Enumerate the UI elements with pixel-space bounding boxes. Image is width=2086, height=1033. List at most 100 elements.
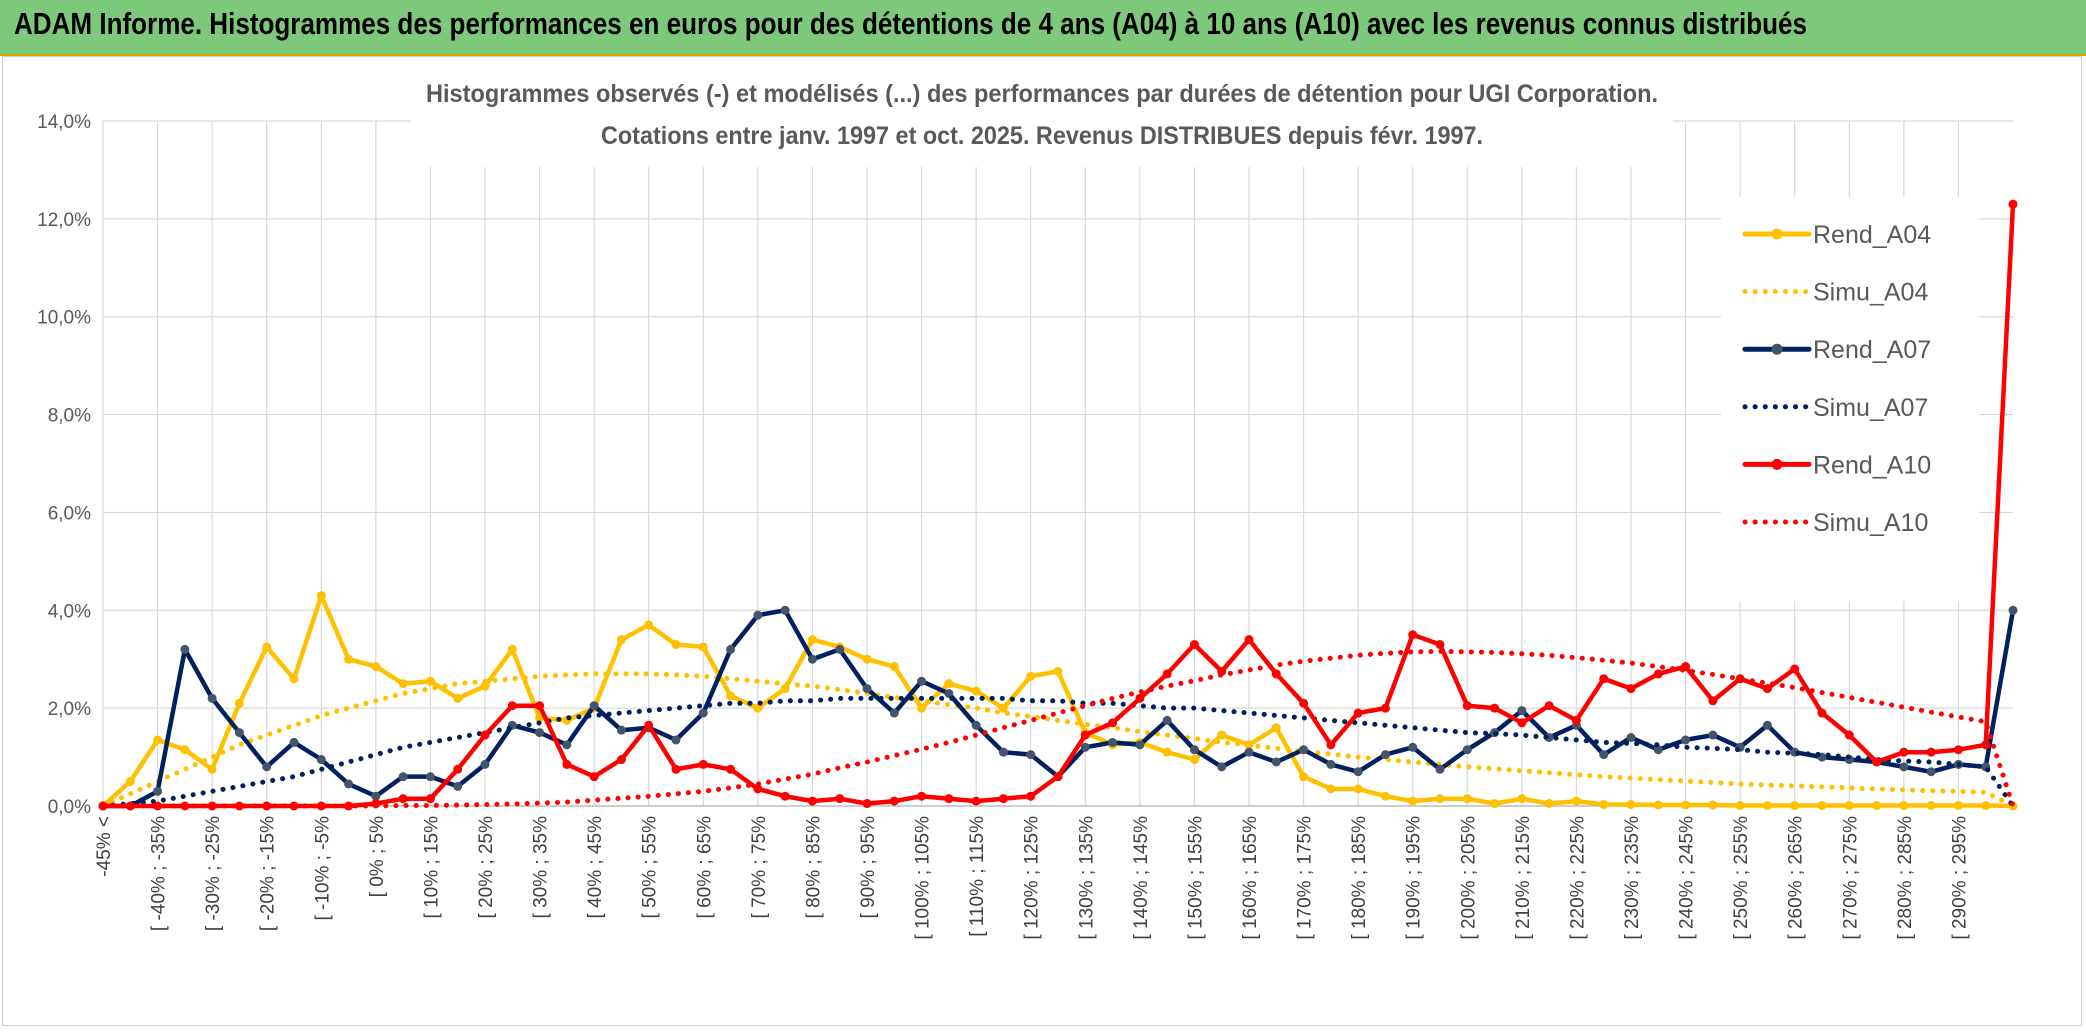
data-point	[889, 708, 899, 718]
data-point	[1462, 745, 1472, 755]
data-point	[1762, 720, 1772, 730]
data-point	[1244, 747, 1254, 757]
x-tick-label: [ 40% ; 45%	[585, 816, 606, 919]
legend-marker	[1771, 343, 1783, 355]
data-point	[589, 772, 599, 782]
legend-item-simu-a07: Simu_A07	[1742, 394, 1928, 422]
title-backdrop	[411, 59, 1673, 167]
data-point	[1408, 742, 1418, 752]
x-tick-label: [ 30% ; 35%	[531, 816, 552, 919]
data-point	[944, 688, 954, 698]
data-point	[1435, 794, 1445, 804]
data-point	[453, 764, 463, 774]
data-point	[535, 728, 545, 738]
data-point	[398, 794, 408, 804]
data-point	[1353, 708, 1363, 718]
data-point	[1708, 730, 1718, 740]
data-point	[1244, 635, 1254, 645]
data-point	[480, 759, 490, 769]
data-point	[1544, 701, 1554, 711]
data-point	[234, 698, 244, 708]
legend-label: Simu_A10	[1813, 509, 1928, 537]
data-point	[153, 801, 163, 811]
data-point	[1380, 791, 1390, 801]
data-point	[1899, 762, 1909, 772]
data-point	[262, 642, 272, 652]
x-tick-label: [ 120% ; 125%	[1022, 816, 1043, 940]
data-point	[1353, 784, 1363, 794]
data-point	[234, 801, 244, 811]
data-point	[1490, 799, 1500, 809]
legend-box	[1721, 197, 1979, 601]
series-line-simu-a07	[100, 695, 2016, 809]
data-point	[398, 679, 408, 689]
data-point	[862, 799, 872, 809]
data-point	[1653, 800, 1663, 810]
data-point	[1872, 757, 1882, 767]
data-point	[425, 794, 435, 804]
data-point	[125, 777, 135, 787]
data-point	[262, 762, 272, 772]
data-point	[726, 764, 736, 774]
x-tick-label: [ 160% ; 165%	[1240, 816, 1261, 940]
data-point	[698, 642, 708, 652]
data-point	[1571, 715, 1581, 725]
data-point	[1899, 801, 1909, 811]
data-point	[535, 701, 545, 711]
legend-item-rend-a07: Rend_A07	[1742, 336, 1931, 364]
data-point	[1162, 747, 1172, 757]
report-banner: ADAM Informe. Histogrammes des performan…	[0, 0, 2086, 56]
data-point	[1626, 800, 1636, 810]
data-point	[1217, 762, 1227, 772]
data-point	[1189, 745, 1199, 755]
legend-label: Rend_A04	[1813, 221, 1931, 249]
data-point	[1626, 684, 1636, 694]
x-tick-label: [ 60% ; 65%	[694, 816, 715, 919]
data-point	[807, 635, 817, 645]
data-point	[1653, 745, 1663, 755]
data-point	[1599, 800, 1609, 810]
data-point	[1926, 747, 1936, 757]
data-point	[1108, 718, 1118, 728]
data-point	[1872, 801, 1882, 811]
data-point	[1053, 666, 1063, 676]
data-point	[1571, 796, 1581, 806]
data-point	[698, 759, 708, 769]
legend-item-simu-a04: Simu_A04	[1742, 279, 1928, 307]
data-point	[289, 674, 299, 684]
x-tick-label: [ 220% ; 225%	[1567, 816, 1588, 940]
data-point	[1299, 772, 1309, 782]
data-point	[1790, 664, 1800, 674]
data-point	[616, 755, 626, 765]
data-point	[1708, 696, 1718, 706]
data-point	[1899, 747, 1909, 757]
data-point	[1681, 800, 1691, 810]
data-point	[453, 781, 463, 791]
data-point	[507, 644, 517, 654]
legend-label: Simu_A07	[1813, 394, 1928, 422]
series-lines	[98, 199, 2018, 811]
data-point	[234, 728, 244, 738]
data-point	[1271, 669, 1281, 679]
data-point	[1926, 801, 1936, 811]
data-point	[1517, 718, 1527, 728]
legend-item-rend-a04: Rend_A04	[1742, 221, 1931, 249]
data-point	[2008, 199, 2018, 209]
data-point	[1844, 730, 1854, 740]
data-point	[316, 755, 326, 765]
data-point	[1108, 737, 1118, 747]
data-point	[807, 654, 817, 664]
data-point	[153, 786, 163, 796]
data-point	[1981, 740, 1991, 750]
x-tick-label: [ 70% ; 75%	[749, 816, 770, 919]
data-point	[1271, 757, 1281, 767]
legend: Rend_A04 Simu_A04 Rend_A07 Simu_A07 Rend_A10…	[1721, 197, 1979, 601]
data-point	[1490, 703, 1500, 713]
data-point	[807, 796, 817, 806]
data-point	[398, 772, 408, 782]
data-point	[616, 725, 626, 735]
legend-label: Simu_A04	[1813, 279, 1928, 307]
data-point	[371, 791, 381, 801]
data-point	[1080, 742, 1090, 752]
legend-item-rend-a10: Rend_A10	[1742, 451, 1931, 479]
